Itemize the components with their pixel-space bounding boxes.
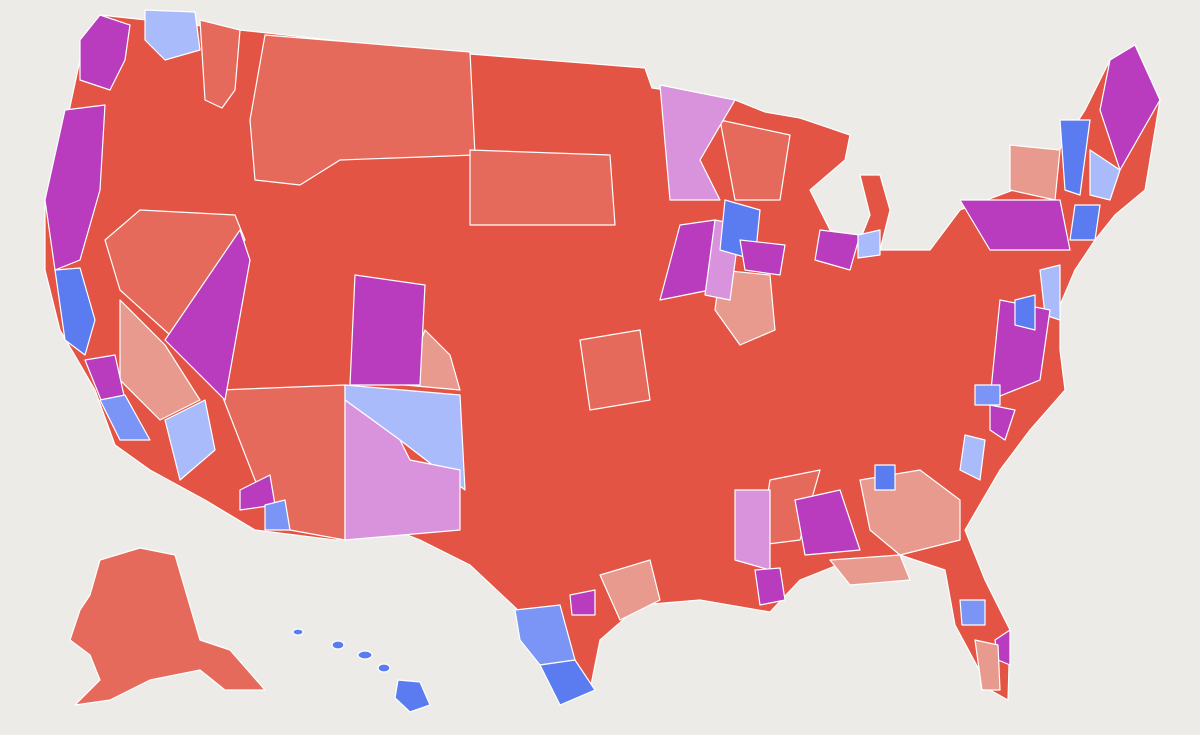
region: [164, 229, 251, 401]
alaska: [69, 547, 266, 706]
region: [199, 19, 241, 109]
region: [264, 499, 291, 531]
region: [44, 104, 106, 271]
continental-us: [44, 9, 1161, 706]
region: [739, 239, 786, 276]
region: [1069, 204, 1101, 241]
region: [959, 434, 986, 481]
region: [249, 34, 476, 186]
hawaii: [292, 628, 431, 713]
region: [974, 384, 1001, 406]
region: [1099, 44, 1161, 171]
region: [814, 229, 861, 271]
region: [974, 639, 1001, 691]
region: [719, 119, 791, 201]
region: [659, 84, 736, 201]
island: [292, 628, 304, 636]
island: [377, 663, 391, 673]
island: [394, 679, 431, 713]
region: [829, 554, 911, 586]
region: [859, 469, 961, 556]
region: [857, 229, 881, 259]
region: [344, 399, 461, 541]
region: [794, 489, 861, 556]
island: [331, 640, 345, 650]
region: [1089, 149, 1121, 201]
region: [349, 274, 426, 386]
region: [579, 329, 651, 411]
region: [959, 199, 1071, 251]
region: [469, 149, 616, 226]
region: [754, 567, 786, 606]
region: [1009, 144, 1061, 201]
region: [539, 659, 596, 706]
region: [989, 404, 1016, 441]
region: [1059, 119, 1091, 196]
region: [219, 384, 346, 541]
region: [144, 9, 201, 61]
region: [1014, 294, 1036, 331]
region: [959, 599, 986, 626]
region: [164, 399, 216, 481]
island: [357, 650, 373, 660]
region: [99, 394, 151, 441]
region: [119, 299, 201, 421]
region: [599, 559, 661, 621]
region: [874, 464, 896, 491]
region: [1039, 264, 1061, 321]
region: [54, 267, 96, 356]
region: [79, 14, 131, 91]
region: [734, 489, 771, 571]
region: [569, 589, 596, 616]
